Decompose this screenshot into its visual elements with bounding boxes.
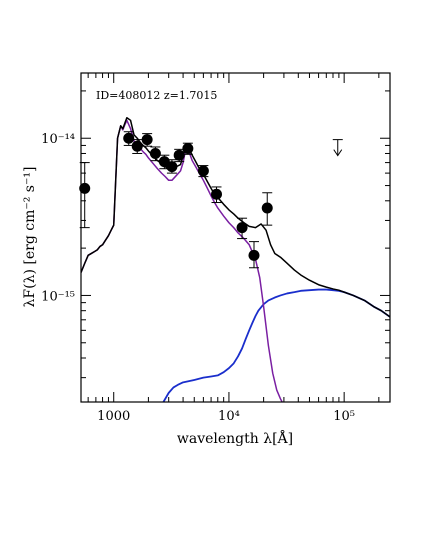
- data-point-marker: [131, 140, 143, 152]
- y-tick-label: 10⁻¹⁵: [41, 289, 75, 304]
- model-curve-agn: [162, 288, 390, 402]
- axis-ticks: 1000 10⁴ 10⁵ 10⁻¹⁵ 10⁻¹⁴: [41, 73, 390, 424]
- data-point: [149, 146, 161, 162]
- data-point: [141, 133, 153, 147]
- data-point: [261, 192, 273, 226]
- data-markers: [79, 131, 343, 269]
- data-point: [236, 217, 248, 240]
- data-point-marker: [197, 165, 209, 177]
- x-tick-label: 10⁵: [333, 409, 355, 424]
- data-point-marker: [123, 132, 135, 144]
- data-point-marker: [166, 161, 178, 173]
- upper-limit-head: [333, 149, 343, 157]
- data-point-marker: [261, 202, 273, 214]
- x-tick-label: 1000: [97, 409, 130, 424]
- data-point: [131, 139, 143, 154]
- data-point: [248, 241, 260, 269]
- y-axis-title: λF(λ) [erg cm⁻² s⁻¹]: [22, 167, 38, 308]
- data-point-marker: [182, 143, 194, 155]
- data-point-marker: [149, 147, 161, 159]
- chart-annotation: ID=408012 z=1.7015: [96, 89, 217, 102]
- plot-frame: [80, 72, 391, 403]
- data-point: [166, 159, 178, 174]
- data-point-marker: [173, 149, 185, 161]
- data-point: [211, 186, 223, 204]
- upper-limit-arrow: [332, 139, 343, 157]
- y-tick-label: 10⁻¹⁴: [41, 132, 75, 147]
- data-point-marker: [211, 188, 223, 200]
- data-point-marker: [248, 249, 260, 261]
- model-curve-total: [81, 117, 390, 318]
- model-curves: [81, 117, 390, 402]
- data-point-marker: [141, 134, 153, 146]
- x-axis-title: wavelength λ[Å]: [177, 429, 293, 447]
- data-point: [182, 142, 194, 155]
- data-point: [197, 165, 209, 178]
- model-curve-stellar: [81, 119, 283, 402]
- data-point-marker: [236, 222, 248, 234]
- x-tick-label: 10⁴: [218, 409, 240, 424]
